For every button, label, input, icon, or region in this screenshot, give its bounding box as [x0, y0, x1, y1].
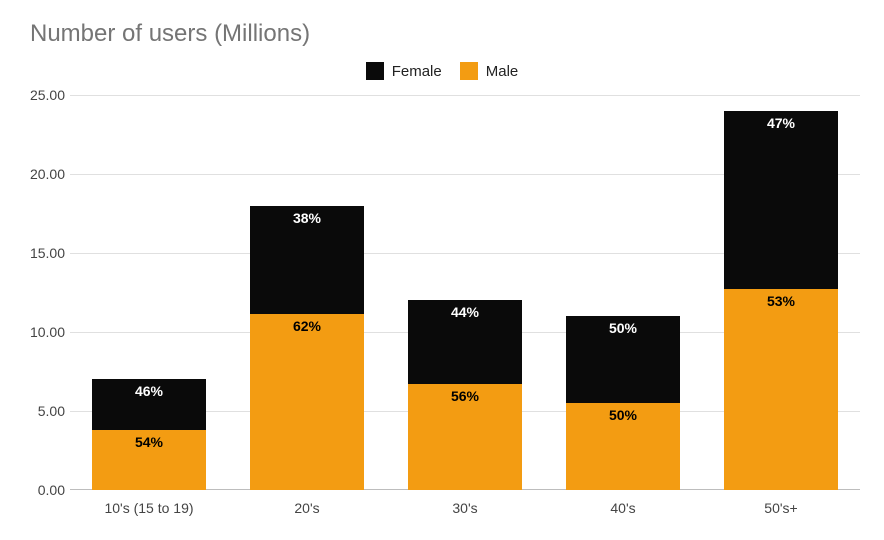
- bar-segment-male: 53%: [724, 289, 838, 490]
- x-tick-label: 30's: [386, 500, 544, 516]
- x-tick-label: 40's: [544, 500, 702, 516]
- bar-segment-female: 50%: [566, 316, 680, 403]
- legend-label-male: Male: [486, 63, 519, 80]
- legend-item-male: Male: [460, 62, 519, 80]
- bar-segment-female: 47%: [724, 111, 838, 289]
- x-axis-labels: 10's (15 to 19)20's30's40's50's+: [70, 500, 860, 530]
- y-tick-label: 25.00: [20, 87, 65, 103]
- bar-group: 50% 50%: [566, 316, 680, 490]
- bar-group: 53% 47%: [724, 111, 838, 490]
- bar-segment-female: 46%: [92, 379, 206, 430]
- y-tick-label: 10.00: [20, 324, 65, 340]
- bar-label-male: 53%: [724, 293, 838, 309]
- bar-label-female: 46%: [92, 383, 206, 399]
- legend: Female Male: [0, 62, 884, 80]
- bar-label-male: 62%: [250, 318, 364, 334]
- bar-group: 54% 46%: [92, 379, 206, 490]
- bar-segment-female: 38%: [250, 206, 364, 314]
- chart-title: Number of users (Millions): [30, 20, 310, 48]
- plot-area: 54% 46% 62% 38% 56% 44% 50% 50% 53% 47%: [70, 95, 860, 490]
- legend-item-female: Female: [366, 62, 442, 80]
- bar-label-male: 54%: [92, 434, 206, 450]
- bar-segment-male: 54%: [92, 430, 206, 490]
- legend-swatch-male: [460, 62, 478, 80]
- bar-label-female: 47%: [724, 115, 838, 131]
- x-tick-label: 20's: [228, 500, 386, 516]
- bar-segment-female: 44%: [408, 300, 522, 383]
- x-tick-label: 50's+: [702, 500, 860, 516]
- y-tick-label: 5.00: [20, 403, 65, 419]
- bar-segment-male: 62%: [250, 314, 364, 490]
- y-tick-label: 0.00: [20, 482, 65, 498]
- x-tick-label: 10's (15 to 19): [70, 500, 228, 516]
- bar-segment-male: 50%: [566, 403, 680, 490]
- y-axis-labels: 0.005.0010.0015.0020.0025.00: [20, 95, 65, 490]
- bar-group: 62% 38%: [250, 206, 364, 490]
- bar-label-female: 38%: [250, 210, 364, 226]
- bar-segment-male: 56%: [408, 384, 522, 490]
- bar-label-female: 50%: [566, 320, 680, 336]
- legend-swatch-female: [366, 62, 384, 80]
- gridline: [70, 95, 860, 96]
- bar-label-male: 56%: [408, 388, 522, 404]
- bar-label-male: 50%: [566, 407, 680, 423]
- bar-label-female: 44%: [408, 304, 522, 320]
- y-tick-label: 15.00: [20, 245, 65, 261]
- bar-group: 56% 44%: [408, 300, 522, 490]
- y-tick-label: 20.00: [20, 166, 65, 182]
- legend-label-female: Female: [392, 63, 442, 80]
